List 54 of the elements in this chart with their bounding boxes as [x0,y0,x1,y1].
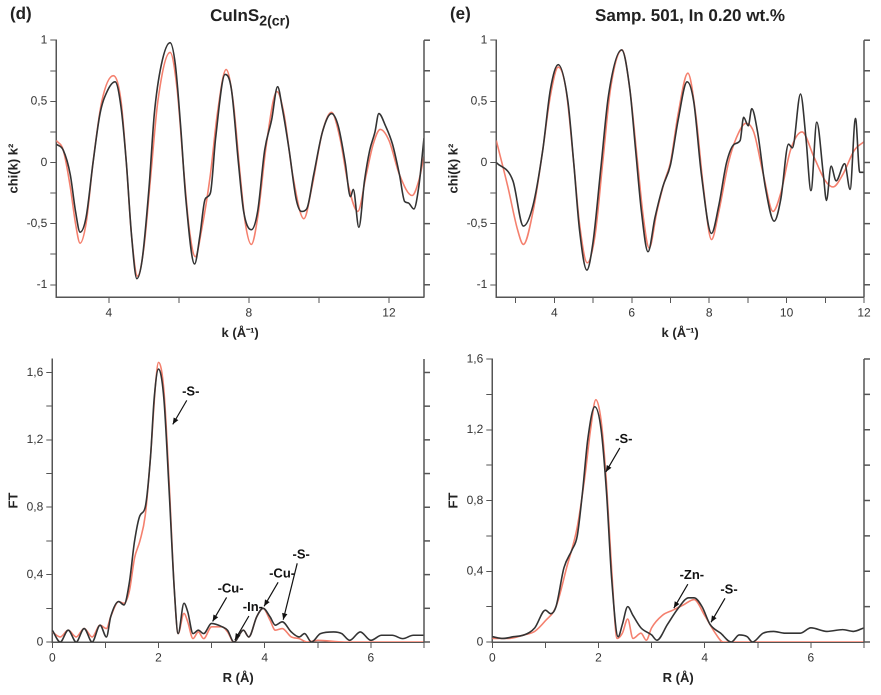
y-tick-label: 1 [480,32,488,47]
x-tick-label: 6 [808,650,815,665]
y-tick-label: 0,8 [466,492,484,507]
y-axis-title: chi(k) k² [445,143,460,194]
annotation: -S- [720,581,738,596]
x-axis-title: R (Å) [222,670,254,685]
annotation: -Zn- [680,567,704,582]
chart-title: CuInS$_{2(cr)}$ [209,6,291,30]
annotation: -S- [615,431,633,446]
x-tick-label: 2 [595,650,602,665]
y-tick-label: -1 [36,277,48,292]
x-tick-label: 8 [246,306,253,320]
y-tick-label: 1 [40,32,48,47]
text: (d) [10,4,32,24]
y-tick-label: 1,6 [26,364,44,379]
x-tick-label: 12 [857,306,871,320]
y-tick-label: 0,5 [30,94,48,108]
y-tick-label: 1,6 [466,351,484,366]
x-tick-label: 4 [105,306,112,320]
y-tick-label: 1,2 [26,432,44,446]
chart-title: Samp. 501, In 0.20 wt.% [594,6,786,26]
x-tick-label: 6 [368,650,375,665]
x-tick-label: 2 [155,650,162,665]
annotation: -Cu- [218,580,244,596]
y-tick-label: -0,5 [26,216,48,230]
y-tick-label: 0,4 [26,566,44,581]
y-axis-title: FT [445,492,460,508]
y-tick-label: 0,4 [466,564,484,578]
y-tick-label: -1 [476,277,488,292]
y-tick-label: 0 [476,634,484,648]
y-axis-title: FT [5,492,20,508]
x-axis-title: k (Å⁻¹) [662,324,699,340]
x-tick-label: 12 [382,306,396,320]
y-tick-label: 0,8 [26,500,44,514]
y-axis-title: chi(k) k² [5,143,20,194]
text: (e) [450,4,471,24]
annotation: -S- [292,546,310,562]
y-tick-label: 1,2 [466,422,484,436]
annotation: -Cu- [269,565,296,580]
x-axis-title: k (Å⁻¹) [222,324,259,340]
x-tick-label: 4 [550,306,558,320]
y-tick-label: 0 [480,154,488,169]
x-tick-label: 4 [261,650,268,665]
y-tick-label: 0 [40,154,48,169]
y-tick-label: 0,5 [470,94,488,108]
y-tick-label: 0 [36,634,44,648]
annotation: -In- [242,599,263,614]
x-tick-label: 4 [701,650,708,665]
x-tick-label: 6 [628,306,636,320]
annotation: -S- [182,383,200,398]
x-axis-title: R (Å) [662,670,694,685]
x-tick-label: 10 [780,306,794,320]
x-tick-label: 8 [706,306,713,320]
y-tick-label: -0,5 [466,216,488,230]
